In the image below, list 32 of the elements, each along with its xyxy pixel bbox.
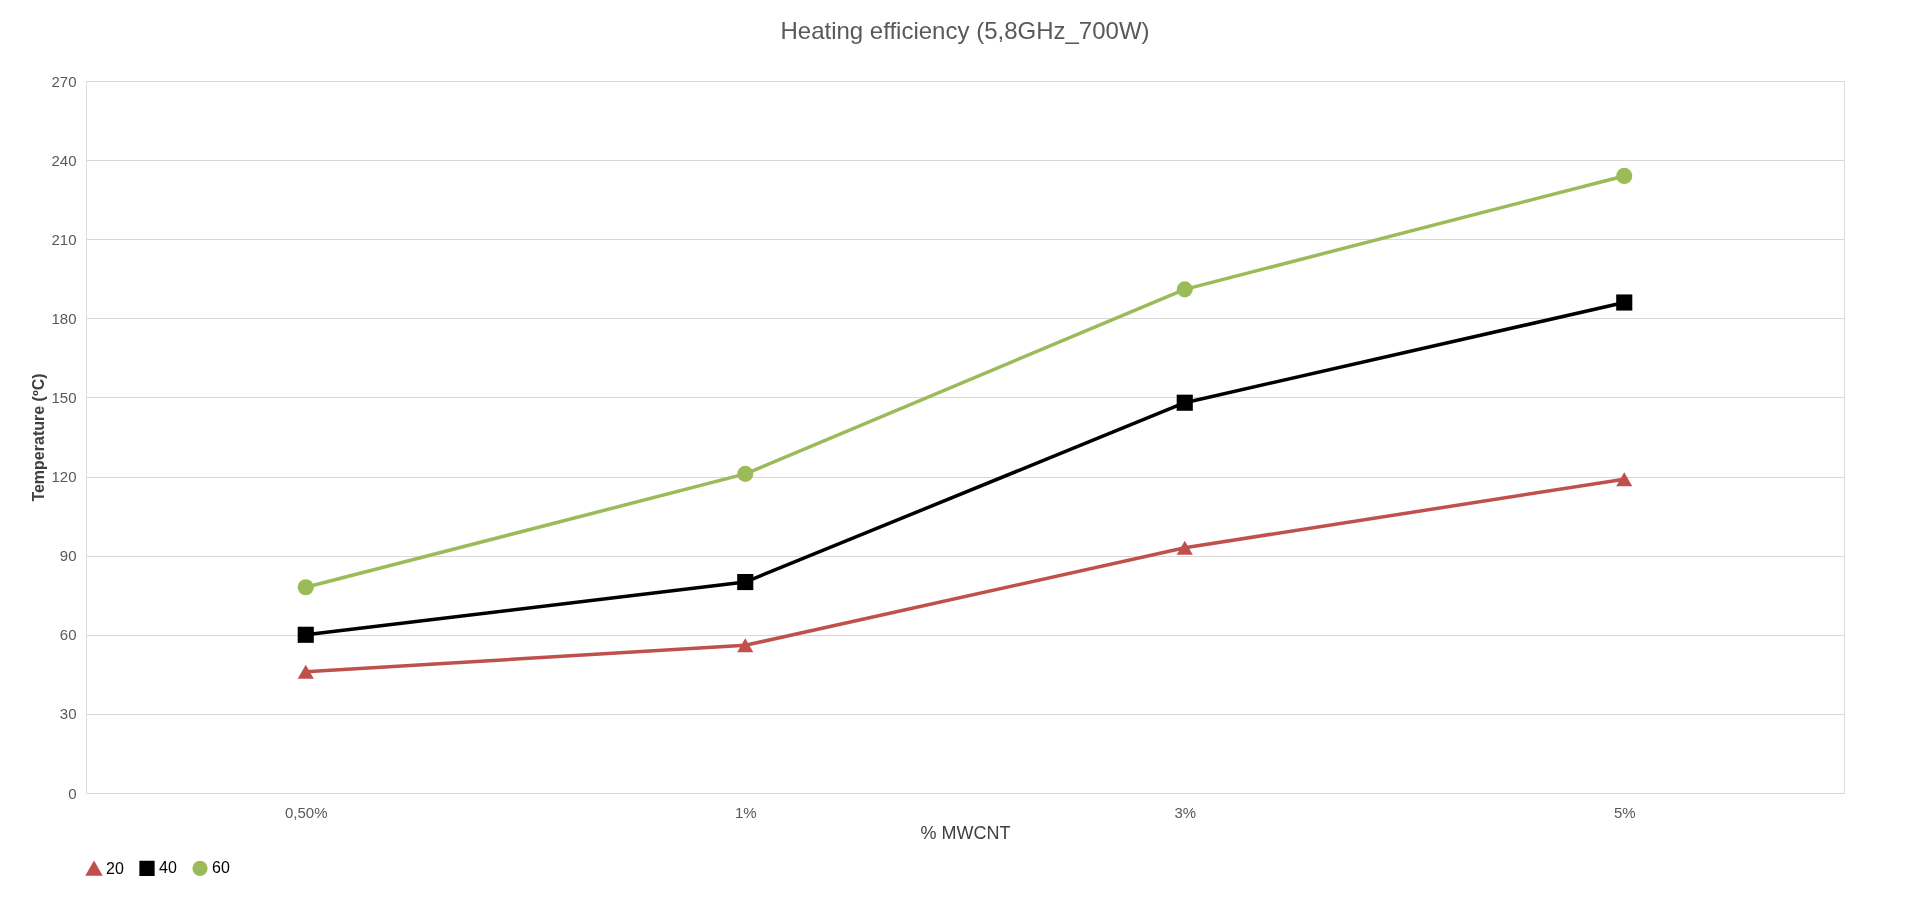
y-tick-label: 30 xyxy=(59,705,77,723)
x-tick-label: 0,50% xyxy=(284,803,328,821)
x-tick-label: 3% xyxy=(1174,803,1197,821)
y-tick-label: 90 xyxy=(59,547,77,565)
point xyxy=(1176,540,1193,555)
chart-title: Heating efficiency (5,8GHz_700W) xyxy=(780,17,1150,44)
legend-label: 20 xyxy=(106,859,124,877)
point xyxy=(297,579,314,596)
point xyxy=(737,465,754,482)
y-tick-label: 240 xyxy=(51,151,77,169)
y-tick-label: 180 xyxy=(51,309,77,327)
legend-label: 60 xyxy=(212,859,230,877)
point xyxy=(1176,394,1193,411)
x-axis-title: % MWCNT xyxy=(920,822,1011,843)
point xyxy=(1176,281,1193,298)
point xyxy=(1616,472,1633,487)
x-tick-label: 1% xyxy=(734,803,757,821)
x-tick-label: 5% xyxy=(1613,803,1636,821)
legend-label: 40 xyxy=(159,859,177,877)
y-axis-title: Temperature (ºC) xyxy=(30,373,48,502)
y-tick-label: 210 xyxy=(51,230,77,248)
y-tick-label: 270 xyxy=(51,72,77,90)
point xyxy=(737,573,754,591)
point xyxy=(297,664,314,679)
point xyxy=(297,626,314,643)
y-tick-label: 0 xyxy=(68,784,77,802)
point xyxy=(1616,167,1633,184)
point xyxy=(1616,294,1633,311)
y-tick-label: 120 xyxy=(51,468,77,486)
y-tick-label: 60 xyxy=(59,626,77,644)
point xyxy=(737,638,754,653)
y-tick-label: 150 xyxy=(51,388,77,406)
